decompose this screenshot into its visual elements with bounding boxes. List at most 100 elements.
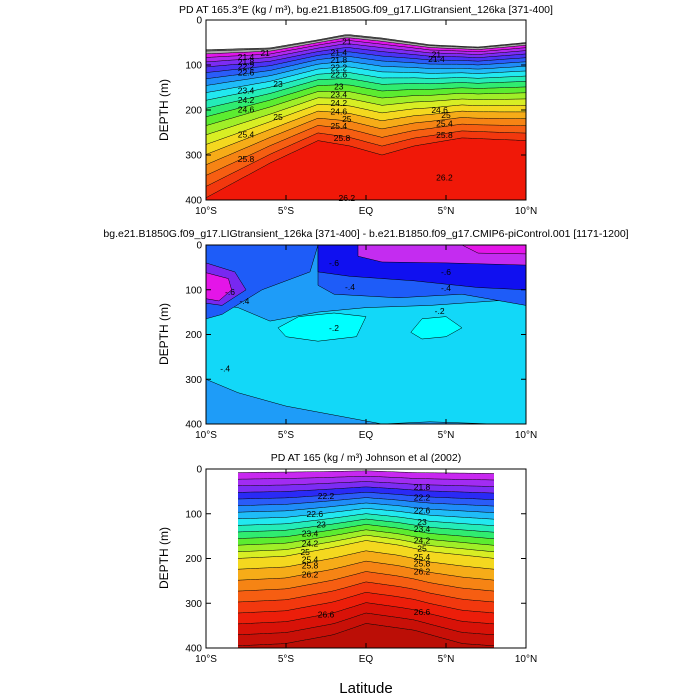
anomaly-core-north [410,316,463,340]
contour-band-20 [238,613,494,646]
panel-3-contour-lines [237,470,495,647]
contour-label: 21 [260,48,270,58]
panel-3-contour-fills [238,469,494,648]
x-tick-label: 5°N [438,654,455,665]
panel-2-ylabel: DEPTH (m) [157,303,171,365]
contour-band-19 [206,130,526,198]
panel-1: PD AT 165.3°E (kg / m³), bg.e21.B1850G.f… [157,4,553,217]
contour-line-21 [237,623,495,647]
contour-label: 25 [342,114,352,124]
contour-line-16 [237,571,495,592]
contour-line-11 [206,78,526,109]
contour-label: 25 [300,547,310,557]
contour-line-1 [237,475,495,481]
contour-label: 22.2 [414,493,431,503]
y-tick-label: 0 [196,241,202,252]
contour-band-15 [238,561,494,592]
contour-label: 26.6 [414,607,431,617]
panel-1-ylabel: DEPTH (m) [157,79,171,141]
contour-line-20 [206,137,526,199]
x-tick-label: 5°S [278,654,295,665]
contour-line-2 [237,481,495,487]
contour-label: 22.2 [331,62,348,72]
contour-label: 26.2 [302,570,319,580]
y-tick-label: 300 [185,599,202,610]
contour-band-9 [238,519,494,539]
contour-band-12 [206,84,526,126]
contour-label: 25.4 [302,554,319,564]
contour-line-13 [206,91,526,126]
panel-2: bg.e21.B1850G.f09_g17.LIGtransient_126ka… [103,228,628,441]
contour-band-20 [206,137,526,200]
contour-line-20 [237,612,495,636]
x-tick-label: 5°N [438,206,455,217]
y-tick-label: 400 [185,420,202,431]
anomaly-west-region-minus-0.4 [206,245,319,320]
contour-band-16 [206,111,526,165]
contour-line-18 [206,123,526,176]
x-tick-label: 5°N [438,430,455,441]
contour-label: 22.6 [331,69,348,79]
contour-band-5 [238,497,494,513]
contour-label: 23.4 [414,524,431,534]
contour-label: 26.2 [436,173,453,183]
contour-band-19 [238,602,494,635]
y-tick-label: 100 [185,285,202,296]
contour-label: 23.4 [331,89,348,99]
y-tick-label: 100 [185,509,202,520]
contour-label: 22.6 [307,509,324,519]
contour-label: 25.8 [436,130,453,140]
contour-line-13 [237,540,495,559]
contour-label: -.2 [435,306,445,316]
contour-label: -.6 [225,287,235,297]
contour-label: 21.4 [331,47,348,57]
contour-line-15 [206,104,526,145]
contour-line-11 [237,529,495,546]
panel-2-contour-fills [206,245,526,424]
contour-band-13 [206,91,526,135]
contour-label: 22.6 [414,506,431,516]
contour-band-12 [238,535,494,559]
contour-label: 22.6 [238,68,255,78]
y-tick-label: 200 [185,106,202,117]
contour-band-21 [238,623,494,648]
contour-line-2 [206,37,526,55]
panel-3: PD AT 165 (kg / m³) Johnson et al (2002)… [157,452,537,665]
contour-label: 25.8 [302,561,319,571]
contour-label: 23 [273,79,283,89]
contour-label: 25.8 [238,154,255,164]
x-tick-label: 5°S [278,206,295,217]
contour-line-14 [206,97,526,136]
contour-line-9 [237,518,495,533]
y-tick-label: 200 [185,554,202,565]
contour-band-17 [206,117,526,176]
contour-line-6 [206,51,526,73]
contour-band-11 [238,529,494,552]
x-tick-label: EQ [359,654,374,665]
contour-line-19 [237,602,495,625]
contour-label: 21.8 [331,55,348,65]
contour-band-14 [206,97,526,145]
contour-band-10 [206,72,526,109]
contour-band-7 [206,56,526,86]
contour-line-7 [237,508,495,520]
anomaly-core-south [277,312,367,342]
contour-label: -.4 [220,364,230,374]
contour-label: 21 [342,37,352,47]
contour-label: 23 [417,517,427,527]
contour-band-6 [206,51,526,79]
y-tick-label: 300 [185,151,202,162]
contour-band-14 [238,550,494,581]
contour-band-10 [238,524,494,546]
contour-band-11 [206,78,526,117]
contour-label: 25 [273,112,283,122]
contour-band-16 [238,571,494,602]
x-tick-label: EQ [359,206,374,217]
contour-label: -.4 [345,282,355,292]
contour-line-17 [206,117,526,166]
contour-label: 23 [334,82,344,92]
contour-label: 25.8 [334,133,351,143]
contour-label: 21.8 [238,57,255,67]
